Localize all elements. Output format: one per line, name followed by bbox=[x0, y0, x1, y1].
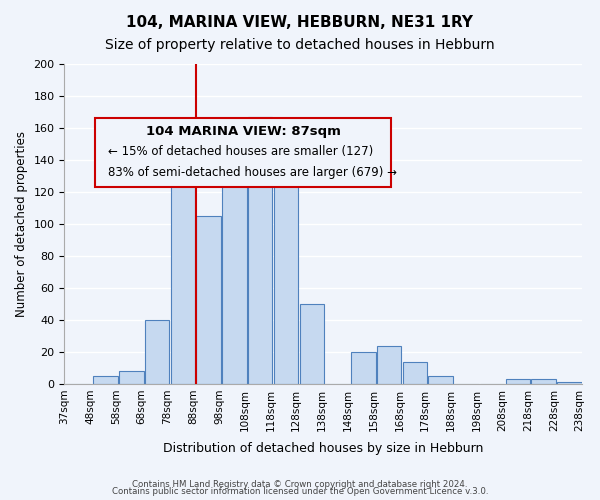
Bar bbox=[351, 352, 376, 384]
FancyBboxPatch shape bbox=[95, 118, 391, 187]
Bar bbox=[403, 362, 427, 384]
Bar bbox=[170, 184, 195, 384]
Bar bbox=[377, 346, 401, 384]
Bar bbox=[532, 379, 556, 384]
Text: ← 15% of detached houses are smaller (127): ← 15% of detached houses are smaller (12… bbox=[109, 144, 374, 158]
Bar bbox=[145, 320, 169, 384]
Text: 104, MARINA VIEW, HEBBURN, NE31 1RY: 104, MARINA VIEW, HEBBURN, NE31 1RY bbox=[127, 15, 473, 30]
Bar bbox=[196, 216, 221, 384]
Text: Contains HM Land Registry data © Crown copyright and database right 2024.: Contains HM Land Registry data © Crown c… bbox=[132, 480, 468, 489]
Bar bbox=[274, 186, 298, 384]
Bar bbox=[506, 379, 530, 384]
Y-axis label: Number of detached properties: Number of detached properties bbox=[15, 131, 28, 317]
Text: Size of property relative to detached houses in Hebburn: Size of property relative to detached ho… bbox=[105, 38, 495, 52]
Bar bbox=[119, 371, 143, 384]
Text: 104 MARINA VIEW: 87sqm: 104 MARINA VIEW: 87sqm bbox=[146, 126, 341, 138]
Bar bbox=[94, 376, 118, 384]
Text: Contains public sector information licensed under the Open Government Licence v.: Contains public sector information licen… bbox=[112, 487, 488, 496]
Text: 83% of semi-detached houses are larger (679) →: 83% of semi-detached houses are larger (… bbox=[109, 166, 397, 178]
Bar bbox=[428, 376, 453, 384]
Bar bbox=[248, 117, 272, 384]
Bar bbox=[222, 168, 247, 384]
X-axis label: Distribution of detached houses by size in Hebburn: Distribution of detached houses by size … bbox=[163, 442, 484, 455]
Bar bbox=[299, 304, 324, 384]
Bar bbox=[557, 382, 581, 384]
